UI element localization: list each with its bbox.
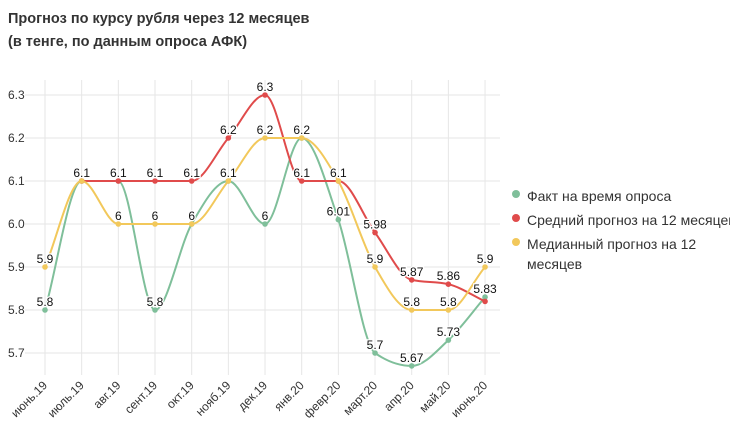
data-label: 5.8 — [440, 295, 457, 309]
data-label: 5.8 — [403, 295, 420, 309]
legend-item-median[interactable]: Медианный прогноз на 12 месяцев — [512, 234, 730, 274]
legend-label: Медианный прогноз на 12 месяцев — [527, 236, 697, 272]
x-tick-label: апр.20 — [381, 378, 417, 414]
data-point — [152, 178, 158, 184]
data-label: 6.1 — [147, 166, 164, 180]
data-point — [482, 294, 488, 300]
data-label: 6 — [152, 209, 159, 223]
data-point — [408, 363, 415, 369]
data-label: 6.2 — [257, 123, 274, 137]
data-point — [408, 277, 415, 283]
chart-title-main: Прогноз по курсу рубля через 12 месяцев — [8, 11, 310, 27]
data-label: 5.87 — [400, 265, 424, 279]
y-tick-label: 6.3 — [8, 88, 25, 102]
legend-dot-icon — [512, 214, 520, 222]
data-label: 6 — [262, 209, 269, 223]
data-label: 5.7 — [367, 338, 384, 352]
data-label: 6.3 — [257, 80, 274, 94]
data-point — [482, 298, 488, 305]
data-label: 6.1 — [110, 166, 127, 180]
data-point — [408, 307, 415, 313]
data-label: 5.9 — [477, 252, 494, 266]
data-point — [115, 178, 122, 184]
legend-dot-icon — [512, 190, 520, 198]
data-label: 6.1 — [293, 166, 310, 180]
data-point — [298, 178, 305, 184]
data-label: 6 — [115, 209, 122, 223]
legend-dot-icon — [512, 238, 520, 246]
data-point — [262, 221, 268, 227]
data-point — [298, 135, 305, 141]
data-label: 6 — [188, 209, 195, 223]
y-tick-label: 5.8 — [8, 303, 25, 317]
x-tick-label: февр.20 — [301, 378, 344, 421]
data-point — [372, 264, 378, 270]
x-tick-label: июнь.19 — [8, 378, 50, 420]
x-tick-label: сент.19 — [122, 378, 161, 417]
x-tick-label: окт.19 — [164, 378, 197, 411]
data-label: 5.8 — [147, 295, 164, 309]
data-point — [78, 178, 85, 184]
legend-item-fact[interactable]: Факт на время опроса — [512, 186, 730, 206]
data-label: 6.1 — [73, 166, 90, 180]
legend-label: Средний прогноз на 12 месяцев — [527, 212, 730, 228]
data-label: 6.1 — [183, 166, 200, 180]
data-label: 5.98 — [363, 218, 387, 232]
x-tick-label: дек.19 — [235, 378, 270, 413]
x-tick-label: янв.20 — [271, 378, 307, 414]
data-label: 6.1 — [220, 166, 237, 180]
x-tick-label: нояб.19 — [193, 378, 234, 419]
data-point — [115, 221, 122, 227]
x-tick-label: авг.19 — [90, 378, 123, 411]
x-tick-label: июль.19 — [45, 378, 87, 420]
data-point — [42, 264, 48, 270]
data-label: 5.9 — [367, 252, 384, 266]
data-label: 5.67 — [400, 351, 424, 365]
legend: Факт на время опроса Средний прогноз на … — [512, 186, 730, 278]
chart-subtitle: (в тенге, по данным опроса АФК) — [8, 34, 248, 50]
data-label: 5.86 — [437, 269, 461, 283]
x-tick-label: июнь.20 — [448, 378, 490, 420]
y-tick-label: 5.7 — [8, 346, 25, 360]
legend-label: Факт на время опроса — [527, 188, 672, 204]
x-tick-label: март.20 — [340, 378, 380, 418]
data-label: 6.2 — [293, 123, 310, 137]
data-point — [225, 178, 232, 184]
y-tick-label: 6.0 — [8, 217, 25, 231]
data-point — [152, 221, 158, 227]
data-point — [188, 178, 195, 184]
data-point — [445, 281, 452, 288]
legend-item-mean[interactable]: Средний прогноз на 12 месяцев — [512, 210, 730, 230]
data-point — [262, 135, 268, 141]
data-point — [42, 307, 48, 313]
y-tick-label: 6.1 — [8, 174, 25, 188]
data-label: 5.8 — [37, 295, 54, 309]
chart-title: Прогноз по курсу рубля через 12 месяцев … — [8, 8, 309, 54]
data-point — [262, 92, 268, 98]
data-point — [188, 221, 195, 227]
data-label: 5.83 — [473, 282, 497, 296]
y-tick-label: 6.2 — [8, 131, 25, 145]
data-point — [335, 216, 342, 223]
data-point — [372, 350, 378, 356]
data-point — [372, 229, 378, 236]
data-label: 6.01 — [327, 205, 351, 219]
y-tick-label: 5.9 — [8, 260, 25, 274]
data-point — [225, 135, 232, 141]
data-point — [445, 307, 452, 313]
data-label: 5.73 — [437, 325, 461, 339]
data-point — [152, 307, 158, 313]
data-label: 6.2 — [220, 123, 237, 137]
data-point — [445, 337, 452, 343]
data-label: 5.9 — [37, 252, 54, 266]
data-point — [482, 264, 488, 270]
data-label: 6.1 — [330, 166, 347, 180]
data-point — [335, 178, 342, 184]
